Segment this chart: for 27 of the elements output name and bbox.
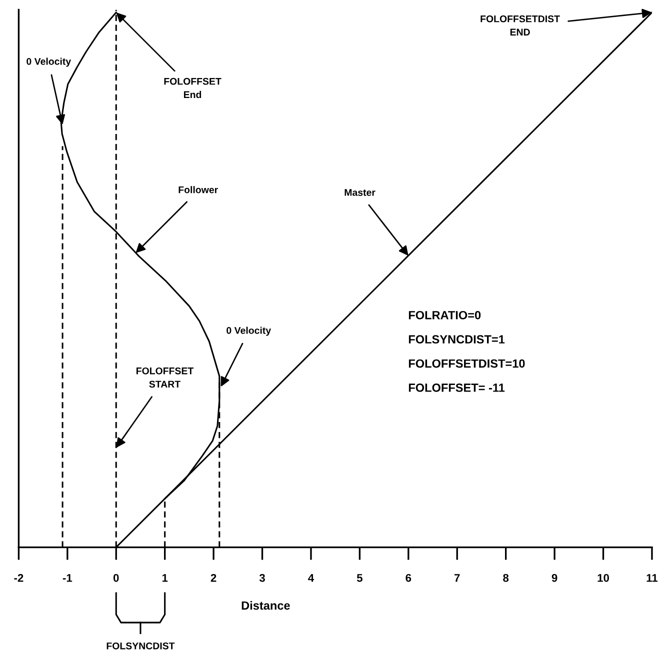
x-tick-label: -1	[62, 574, 72, 582]
annotation: FOLOFFSET= -11	[408, 384, 505, 392]
annotation: Master	[344, 189, 376, 196]
x-tick-label: 6	[406, 574, 412, 582]
x-tick-label: 3	[259, 574, 265, 582]
annotation: FOLRATIO=0	[408, 310, 481, 320]
x-tick-label: 11	[646, 574, 658, 582]
x-tick-label: 2	[210, 574, 216, 582]
x-tick-label: 5	[356, 574, 362, 582]
x-tick-label: 10	[598, 574, 609, 582]
x-tick-label: 9	[552, 574, 558, 582]
x-tick-label: 7	[454, 574, 460, 582]
x-tick-label: 4	[308, 574, 314, 582]
x-axis-title: Distance	[242, 601, 290, 610]
x-tick-label: -2	[14, 574, 24, 582]
annotation: FOLOFFSETDIST=10	[408, 359, 525, 368]
annotation: FOLOFFSET End	[164, 78, 222, 98]
annotation: Follower	[178, 186, 218, 194]
x-tick-label: 0	[113, 574, 119, 582]
x-tick-label: 1	[162, 574, 168, 582]
annotation: 0 Velocity	[226, 326, 272, 336]
x-tick-label: 8	[503, 574, 509, 582]
annotation: FOLOFFSET START	[136, 367, 194, 388]
annotation: FOLOFFSETDIST END	[480, 15, 560, 36]
annotation: FOLSYNCDIST=1	[408, 335, 505, 344]
annotation: 0 Velocity	[26, 58, 72, 67]
text: FOLSYNCDIST	[106, 642, 175, 650]
